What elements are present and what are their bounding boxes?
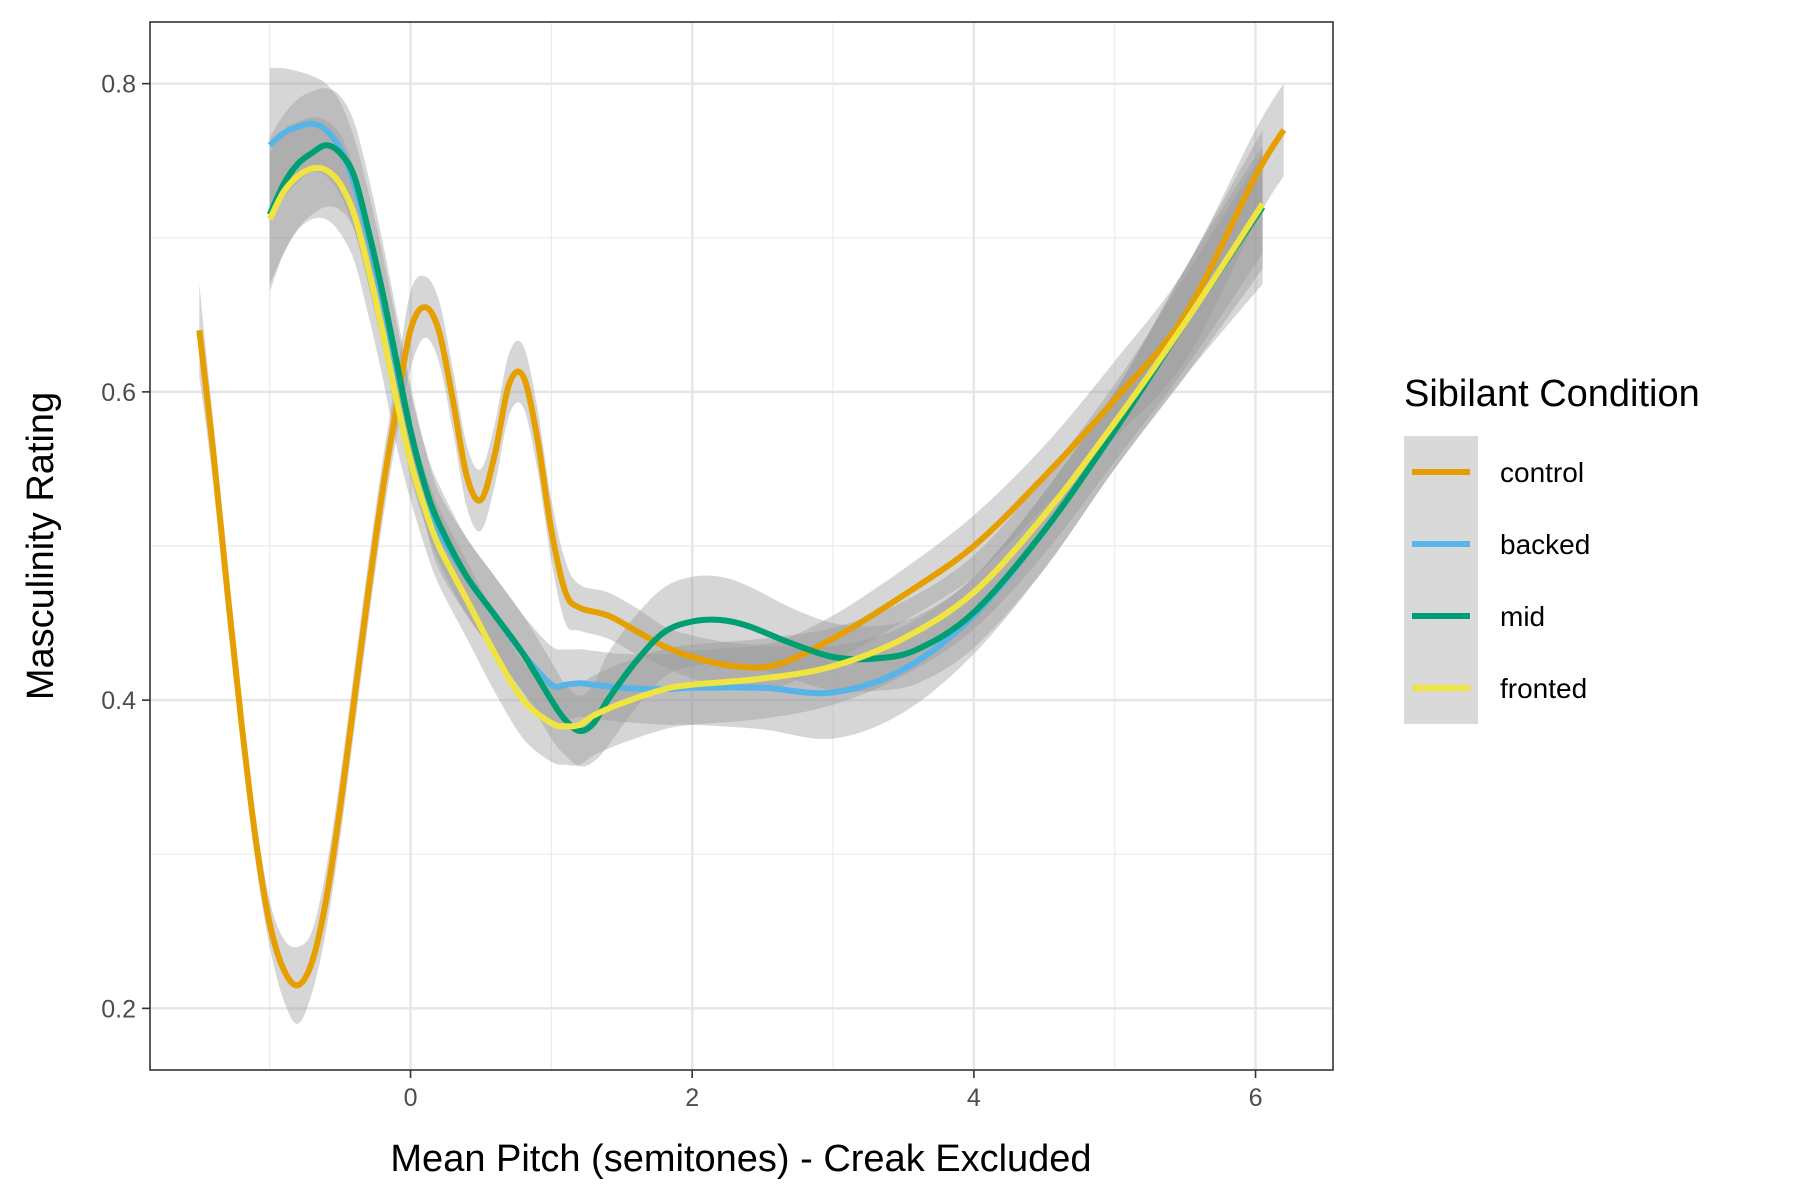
x-tick-label: 2 <box>685 1084 699 1112</box>
legend-items: control backed mid fronted <box>1404 436 1590 724</box>
y-tick-label: 0.2 <box>101 995 136 1023</box>
legend: Sibilant Condition control backed mid front… <box>1404 373 1700 724</box>
x-tick-label: 0 <box>404 1084 418 1112</box>
series-line-control <box>196 128 1287 989</box>
y-tick-label: 0.8 <box>101 71 136 99</box>
legend-title: Sibilant Condition <box>1404 373 1700 415</box>
series-line-mid <box>266 142 1266 734</box>
legend-label-backed: backed <box>1500 529 1590 560</box>
plot-panel-border <box>149 21 1334 1071</box>
x-axis-title: Mean Pitch (semitones) - Creak Excluded <box>390 1138 1091 1180</box>
series-lines <box>196 120 1287 989</box>
confidence-band-mid <box>269 88 1263 767</box>
x-tick-label: 6 <box>1249 1084 1263 1112</box>
y-tick-label: 0.6 <box>101 379 136 407</box>
axes: 0 2 4 6 0.2 0.4 0.6 0.8 <box>101 71 1262 1112</box>
legend-label-fronted: fronted <box>1500 673 1587 704</box>
x-tick-label: 4 <box>967 1084 981 1112</box>
legend-key-background <box>1404 436 1478 724</box>
series-line-fronted <box>267 164 1266 730</box>
y-axis-title: Masculinity Rating <box>20 392 62 700</box>
legend-label-control: control <box>1500 457 1584 488</box>
legend-label-mid: mid <box>1500 601 1545 632</box>
y-tick-label: 0.4 <box>101 687 136 715</box>
